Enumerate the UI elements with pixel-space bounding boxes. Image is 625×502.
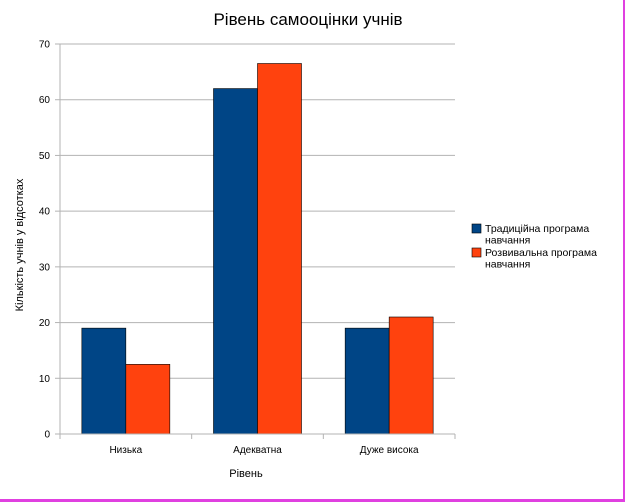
bar bbox=[388, 316, 434, 435]
legend-swatch bbox=[471, 247, 482, 258]
x-tick-label: Дуже висока bbox=[360, 445, 419, 456]
x-tick-labels: Низька Адекватна Дуже висока bbox=[109, 445, 419, 456]
y-tick-label: 0 bbox=[44, 430, 50, 441]
y-tick-label: 70 bbox=[39, 40, 51, 51]
x-tick-label: Адекватна bbox=[233, 445, 282, 456]
axes bbox=[55, 43, 456, 439]
bars bbox=[81, 63, 434, 435]
y-tick-label: 40 bbox=[39, 207, 51, 218]
legend-label: Традиційна програма навчання bbox=[485, 223, 589, 247]
y-axis-label: Кількість учнів у відсотках bbox=[14, 178, 26, 311]
y-tick-label: 20 bbox=[39, 318, 51, 329]
legend-label: Розвивальна програма навчання bbox=[485, 247, 597, 271]
x-tick-label: Низька bbox=[109, 445, 142, 456]
y-tick-labels: 0 10 20 30 40 50 60 70 bbox=[39, 40, 51, 441]
chart-title: Рівень самооцінки учнів bbox=[213, 10, 402, 29]
bar bbox=[81, 327, 127, 435]
bar bbox=[125, 364, 171, 435]
x-axis-label: Рівень bbox=[229, 468, 263, 480]
bar bbox=[344, 327, 390, 435]
bar bbox=[257, 63, 302, 435]
y-tick-label: 60 bbox=[39, 95, 51, 106]
bar bbox=[213, 88, 258, 435]
legend-swatch bbox=[471, 223, 482, 234]
y-tick-label: 10 bbox=[39, 374, 51, 385]
y-tick-label: 50 bbox=[39, 151, 51, 162]
y-tick-label: 30 bbox=[39, 262, 51, 273]
